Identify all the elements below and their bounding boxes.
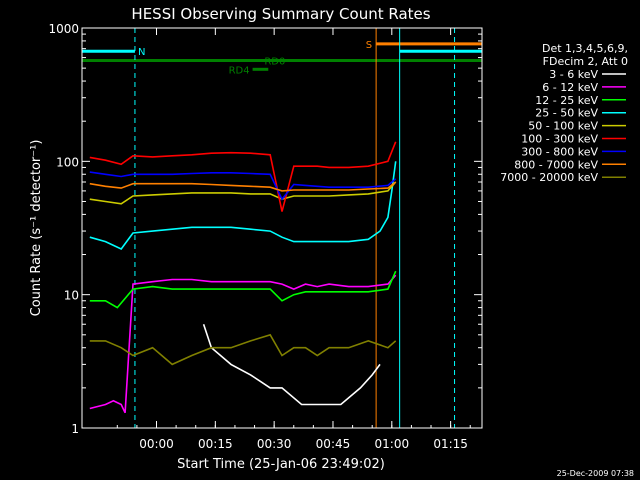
legend-label-4: 50 - 100 keV xyxy=(528,120,598,133)
x-tick-label-2: 00:30 xyxy=(257,437,292,451)
plot-frame xyxy=(81,27,483,429)
legend: Det 1,3,4,5,6,9,FDecim 2, Att 03 - 6 keV… xyxy=(500,42,628,184)
legend-label-1: 6 - 12 keV xyxy=(542,81,598,94)
y-tick-label-0: 1 xyxy=(71,422,79,436)
legend-label-2: 12 - 25 keV xyxy=(535,94,598,107)
x-tick-label-0: 00:00 xyxy=(139,437,174,451)
legend-label-7: 800 - 7000 keV xyxy=(514,158,598,171)
series-line-8 xyxy=(89,333,397,366)
series-line-6 xyxy=(89,171,397,201)
series-line-2 xyxy=(89,270,397,309)
footer-date: 25-Dec-2009 07:38 xyxy=(557,469,634,478)
series-line-4 xyxy=(89,181,397,205)
legend-header-0: Det 1,3,4,5,6,9, xyxy=(542,42,628,55)
flag-label-rd4: RD4 xyxy=(229,65,250,76)
y-tick-label-3: 1000 xyxy=(48,22,79,36)
series-line-5 xyxy=(89,141,397,212)
flag-label-n: N xyxy=(138,47,145,58)
y-tick-label-1: 10 xyxy=(64,289,79,303)
series-line-0 xyxy=(202,323,381,406)
flag-label-rd0: RD0 xyxy=(264,57,285,68)
legend-label-5: 100 - 300 keV xyxy=(521,133,598,146)
legend-header-1: FDecim 2, Att 0 xyxy=(543,55,628,68)
x-tick-label-3: 00:45 xyxy=(316,437,351,451)
flag-bars: N S RD4 RD0 xyxy=(82,40,482,76)
x-tick-label-4: 01:00 xyxy=(375,437,410,451)
flag-label-s: S xyxy=(366,40,372,51)
x-tick-label-1: 00:15 xyxy=(198,437,233,451)
series-line-3 xyxy=(89,161,397,251)
y-axis-label: Count Rate (s⁻¹ detector⁻¹) xyxy=(29,140,44,317)
y-tick-label-2: 100 xyxy=(56,155,79,169)
series-lines xyxy=(89,141,397,414)
series-line-1 xyxy=(89,274,397,414)
x-axis-label: Start Time (25-Jan-06 23:49:02) xyxy=(177,457,385,472)
legend-label-8: 7000 - 20000 keV xyxy=(500,171,598,184)
series-line-7 xyxy=(89,181,397,192)
x-tick-label-5: 01:15 xyxy=(433,437,468,451)
legend-label-6: 300 - 800 keV xyxy=(521,145,598,158)
legend-label-3: 25 - 50 keV xyxy=(535,107,598,120)
x-axis: 00:00 00:15 00:30 00:45 01:00 01:15 xyxy=(116,28,471,451)
chart-title: HESSI Observing Summary Count Rates xyxy=(131,5,430,23)
y-axis: 1 10 100 1000 xyxy=(48,22,482,436)
legend-label-0: 3 - 6 keV xyxy=(549,68,598,81)
